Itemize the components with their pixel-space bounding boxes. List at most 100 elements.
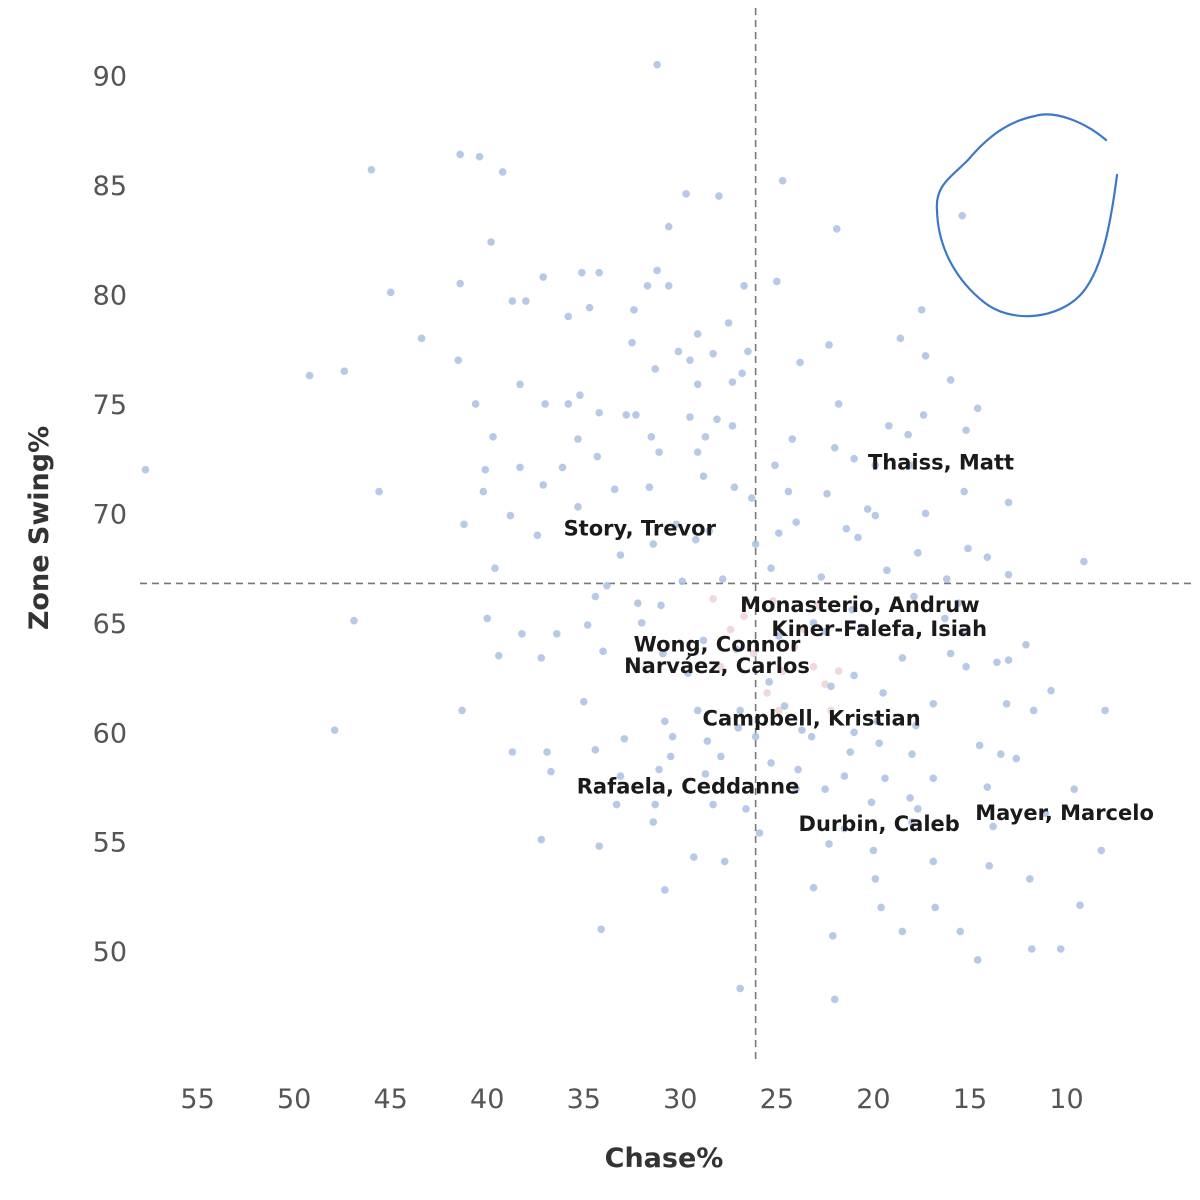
- data-point[interactable]: [960, 487, 968, 496]
- data-point[interactable]: [537, 835, 546, 844]
- data-point[interactable]: [682, 190, 690, 198]
- data-point[interactable]: [693, 448, 702, 456]
- data-point[interactable]: [495, 651, 503, 660]
- data-point[interactable]: [869, 846, 878, 855]
- data-point[interactable]: [622, 411, 631, 419]
- data-point[interactable]: [821, 627, 829, 636]
- data-point[interactable]: [817, 573, 826, 581]
- data-point[interactable]: [848, 605, 856, 614]
- data-point[interactable]: [603, 581, 611, 590]
- data-point[interactable]: [668, 732, 677, 741]
- data-point[interactable]: [921, 352, 930, 360]
- data-point[interactable]: [1070, 785, 1079, 794]
- data-point[interactable]: [599, 647, 607, 656]
- data-point[interactable]: [755, 829, 764, 837]
- data-point[interactable]: [487, 238, 495, 246]
- data-point[interactable]: [767, 759, 775, 767]
- data-point[interactable]: [628, 338, 636, 347]
- data-point[interactable]: [653, 60, 661, 69]
- data-point[interactable]: [906, 794, 914, 802]
- data-point[interactable]: [686, 356, 694, 365]
- data-point[interactable]: [458, 706, 466, 715]
- data-point[interactable]: [908, 818, 916, 826]
- data-point[interactable]: [942, 575, 951, 583]
- data-point[interactable]: [709, 349, 717, 358]
- data-point[interactable]: [522, 297, 530, 305]
- data-point[interactable]: [659, 649, 667, 658]
- data-point[interactable]: [1027, 945, 1036, 953]
- data-point[interactable]: [506, 511, 515, 520]
- data-point[interactable]: [744, 347, 752, 356]
- data-point[interactable]: [825, 341, 833, 349]
- data-point[interactable]: [1004, 570, 1013, 579]
- data-point[interactable]: [693, 706, 702, 715]
- data-point[interactable]: [672, 520, 681, 529]
- data-point[interactable]: [637, 619, 646, 627]
- data-point[interactable]: [597, 925, 605, 934]
- data-point[interactable]: [929, 774, 938, 783]
- data-point[interactable]: [595, 268, 604, 277]
- data-point[interactable]: [946, 376, 955, 384]
- data-point[interactable]: [912, 721, 920, 730]
- data-point[interactable]: [771, 461, 779, 470]
- data-point[interactable]: [417, 334, 426, 343]
- data-point[interactable]: [973, 956, 982, 964]
- data-point[interactable]: [518, 630, 526, 638]
- data-point[interactable]: [798, 726, 806, 734]
- data-point[interactable]: [842, 524, 851, 533]
- data-point[interactable]: [765, 678, 773, 686]
- data-point[interactable]: [896, 334, 905, 343]
- data-point[interactable]: [751, 540, 760, 548]
- data-point[interactable]: [720, 857, 729, 866]
- data-point[interactable]: [479, 487, 488, 496]
- data-point[interactable]: [807, 732, 816, 741]
- data-point[interactable]: [850, 671, 858, 680]
- data-point[interactable]: [956, 927, 965, 936]
- data-point[interactable]: [645, 483, 654, 491]
- data-point[interactable]: [456, 150, 464, 159]
- data-point[interactable]: [1029, 706, 1038, 715]
- data-point[interactable]: [975, 741, 984, 750]
- data-point[interactable]: [576, 391, 584, 400]
- data-point[interactable]: [456, 279, 464, 288]
- data-point[interactable]: [595, 842, 604, 850]
- data-point[interactable]: [674, 347, 683, 356]
- data-point[interactable]: [846, 748, 855, 756]
- data-point[interactable]: [919, 411, 928, 419]
- data-point[interactable]: [691, 535, 700, 544]
- data-point[interactable]: [908, 461, 916, 470]
- data-point[interactable]: [964, 544, 972, 553]
- data-point[interactable]: [921, 509, 930, 518]
- data-point[interactable]: [747, 494, 756, 502]
- data-point[interactable]: [620, 735, 629, 743]
- data-point[interactable]: [734, 724, 743, 732]
- data-point[interactable]: [850, 454, 858, 463]
- data-point[interactable]: [647, 433, 656, 441]
- data-point[interactable]: [854, 533, 862, 542]
- data-point[interactable]: [678, 577, 687, 586]
- data-point[interactable]: [541, 400, 549, 408]
- data-point[interactable]: [460, 520, 468, 529]
- data-point[interactable]: [715, 192, 723, 200]
- data-point[interactable]: [983, 553, 992, 561]
- data-point[interactable]: [616, 772, 625, 780]
- data-point[interactable]: [655, 765, 663, 774]
- data-point[interactable]: [863, 505, 872, 513]
- data-point[interactable]: [664, 281, 673, 290]
- data-point[interactable]: [693, 380, 702, 389]
- data-point[interactable]: [954, 599, 963, 607]
- data-point[interactable]: [875, 739, 883, 748]
- data-point[interactable]: [850, 728, 858, 737]
- data-point[interactable]: [595, 408, 604, 417]
- data-point[interactable]: [610, 485, 619, 494]
- data-point[interactable]: [684, 669, 692, 678]
- data-point[interactable]: [825, 840, 833, 848]
- data-point[interactable]: [471, 400, 480, 408]
- data-point[interactable]: [989, 822, 997, 831]
- data-point[interactable]: [547, 767, 555, 776]
- data-point[interactable]: [742, 597, 750, 605]
- data-point[interactable]: [914, 549, 922, 557]
- data-point[interactable]: [699, 472, 708, 481]
- data-point[interactable]: [788, 435, 797, 443]
- data-point[interactable]: [929, 857, 938, 866]
